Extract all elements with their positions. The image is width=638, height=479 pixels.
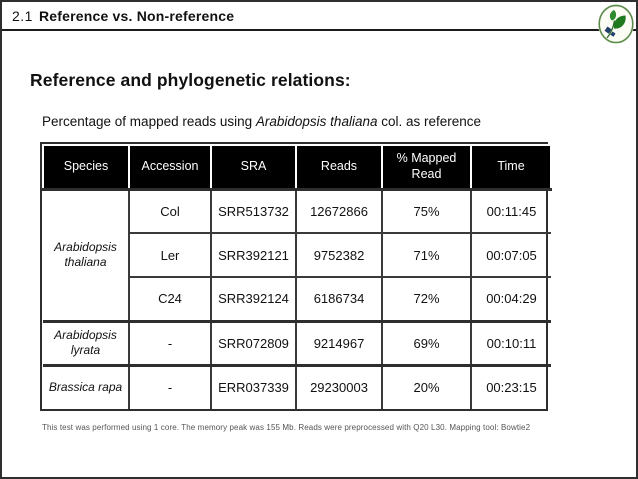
time-cell: 00:04:29 — [470, 276, 551, 322]
species-cell: Arabidopsis thaliana — [43, 187, 130, 322]
time-cell: 00:11:45 — [470, 187, 551, 234]
mapped-read-cell: 69% — [381, 319, 472, 366]
caption-species-name: Arabidopsis thaliana — [255, 114, 378, 129]
mapped-read-cell: 72% — [381, 276, 472, 322]
time-cell: 00:07:05 — [470, 232, 551, 278]
plant-leaf-logo-svg — [598, 4, 634, 44]
column-header-species: Species — [42, 144, 130, 190]
column-header-accession: Accession — [128, 144, 212, 190]
column-header-sra: SRA — [210, 144, 297, 190]
section-header-bar: 2.1 Reference vs. Non-reference — [2, 2, 636, 31]
results-table: Species Accession SRA Reads % Mapped Rea… — [42, 144, 552, 409]
sra-cell: ERR037339 — [210, 363, 297, 409]
accession-cell: - — [128, 319, 212, 366]
table-row: C24 SRR392124 6186734 72% 00:04:29 — [43, 276, 551, 322]
table-caption: Percentage of mapped reads using Arabido… — [42, 114, 636, 129]
table-row: Arabidopsis lyrata - SRR072809 9214967 6… — [43, 319, 551, 366]
column-header-reads: Reads — [295, 144, 383, 190]
accession-cell: Col — [128, 187, 212, 234]
mapped-read-cell: 75% — [381, 187, 472, 234]
reads-cell: 9214967 — [295, 319, 383, 366]
table-header-row: Species Accession SRA Reads % Mapped Rea… — [42, 144, 552, 190]
plant-leaf-logo-icon — [598, 4, 634, 44]
footnote: This test was performed using 1 core. Th… — [42, 423, 531, 432]
sra-cell: SRR072809 — [210, 319, 297, 366]
slide-title: Reference and phylogenetic relations: — [30, 70, 351, 90]
time-cell: 00:23:15 — [470, 363, 551, 409]
time-cell: 00:10:11 — [470, 319, 551, 366]
sra-cell: SRR392124 — [210, 276, 297, 322]
reads-cell: 9752382 — [295, 232, 383, 278]
column-header-time: Time — [470, 144, 552, 190]
results-table-frame: Species Accession SRA Reads % Mapped Rea… — [40, 142, 552, 411]
sra-cell: SRR513732 — [210, 187, 297, 234]
sra-cell: SRR392121 — [210, 232, 297, 278]
caption-suffix: col. as reference — [377, 114, 482, 129]
species-cell: Arabidopsis lyrata — [43, 319, 130, 366]
accession-cell: Ler — [129, 232, 212, 278]
section-title: Reference vs. Non-reference — [38, 7, 235, 24]
table-row: Arabidopsis thaliana Col SRR513732 12672… — [43, 187, 551, 322]
section-number: 2.1 — [12, 7, 33, 24]
caption-prefix: Percentage of mapped reads using — [42, 114, 256, 129]
accession-cell: C24 — [129, 276, 212, 322]
table-row: Brassica rapa - ERR037339 29230003 20% 0… — [43, 363, 551, 409]
column-header-mapped-read: % Mapped Read — [381, 144, 472, 190]
mapped-read-cell: 20% — [381, 363, 472, 409]
reads-cell: 6186734 — [295, 276, 383, 322]
accession-cell: - — [128, 363, 212, 409]
species-cell: Brassica rapa — [43, 363, 130, 409]
reads-cell: 12672866 — [295, 187, 383, 234]
table-row: Ler SRR392121 9752382 71% 00:07:05 — [43, 232, 551, 278]
mapped-read-cell: 71% — [381, 232, 472, 278]
reads-cell: 29230003 — [295, 363, 383, 409]
